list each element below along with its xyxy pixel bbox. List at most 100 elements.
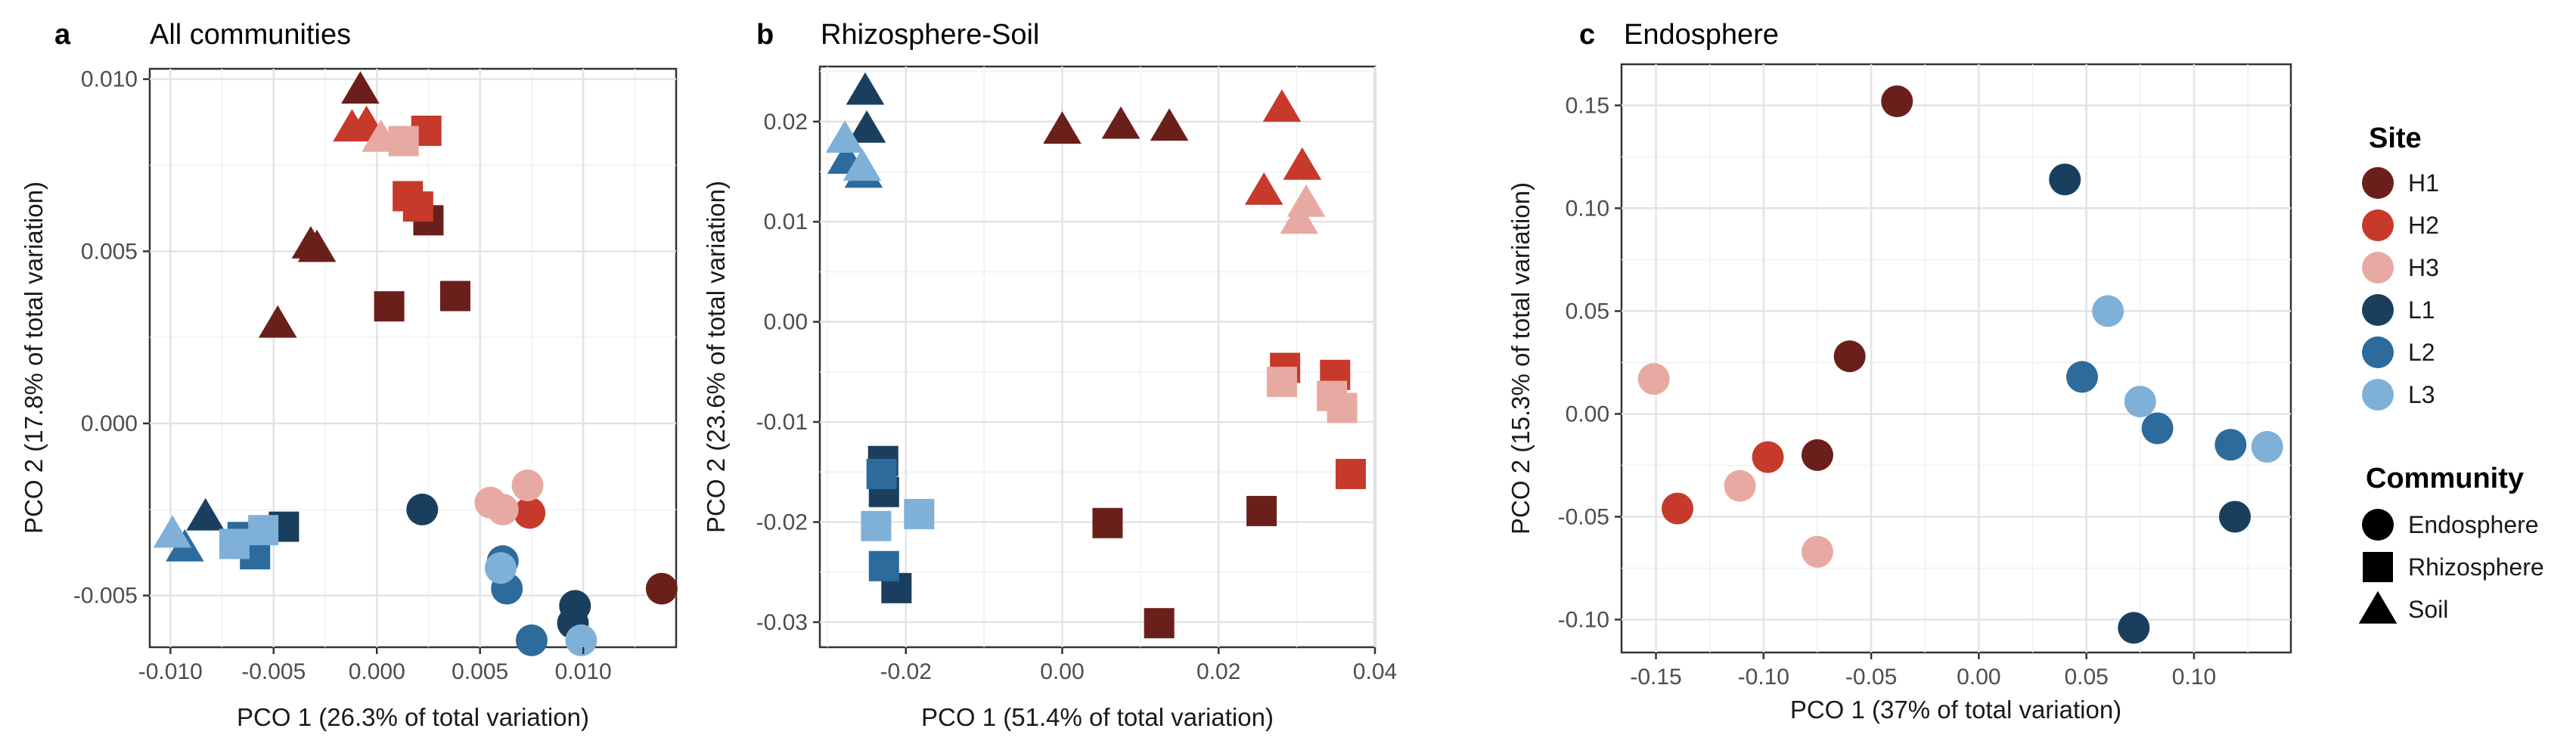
data-point-l3-rhizosphere	[219, 528, 250, 559]
data-point-l2-endosphere	[2065, 361, 2098, 393]
panel-b-letter: b	[756, 19, 774, 51]
panel-b-y-axis-label: PCO 2 (23.6% of total variation)	[702, 181, 730, 533]
data-point-l1-soil	[847, 110, 886, 143]
panel-c-y-axis-label: PCO 2 (15.3% of total variation)	[1507, 182, 1535, 535]
data-point-h2-endosphere	[514, 497, 546, 529]
panel-a-letter: a	[54, 19, 71, 51]
data-point-h1-rhizosphere	[1144, 608, 1175, 639]
data-point-h1-soil	[1043, 111, 1082, 144]
y-tick-label: -0.01	[756, 410, 808, 435]
data-point-h3-rhizosphere	[1327, 392, 1358, 423]
panel-a-x-ticks: -0.010 -0.005 0.000 0.005 0.010	[138, 647, 612, 684]
data-point-l3-rhizosphere	[904, 498, 935, 529]
x-tick-label: -0.005	[241, 659, 306, 684]
y-tick-label: 0.00	[1566, 401, 1609, 426]
data-point-h2-soil	[1262, 89, 1302, 122]
y-tick-label: -0.10	[1558, 607, 1609, 632]
panel-a-points	[153, 71, 678, 656]
data-point-l3-endosphere	[2124, 386, 2156, 418]
data-point-h1-endosphere	[1833, 340, 1866, 373]
panel-a: a All communities -0.010 -0.005 0.000 0.005…	[20, 19, 678, 731]
y-tick-label: 0.15	[1566, 93, 1609, 118]
legend-label-h3: H3	[2408, 254, 2439, 281]
data-point-h2-rhizosphere	[402, 191, 433, 222]
x-tick-label: -0.15	[1630, 665, 1681, 690]
data-point-l1-soil	[186, 497, 225, 531]
legend-shape-soil	[2358, 590, 2398, 624]
y-tick-label: 0.00	[764, 310, 808, 335]
data-point-h3-endosphere	[1637, 363, 1670, 395]
data-point-l2-endosphere	[515, 624, 548, 656]
data-point-l1-endosphere	[2118, 612, 2150, 644]
data-point-h1-soil	[341, 71, 380, 104]
panel-c-letter: c	[1579, 19, 1595, 51]
data-point-h3-endosphere	[1801, 535, 1833, 568]
data-point-h2-soil	[1283, 147, 1322, 180]
data-point-l3-endosphere	[485, 552, 517, 584]
legend-community-title: Community	[2366, 463, 2524, 494]
data-point-h3-endosphere	[511, 469, 544, 501]
data-point-h1-soil	[1101, 106, 1141, 139]
data-point-l1-endosphere	[2049, 163, 2081, 196]
panel-b: b Rhizosphere-Soil -0.02 0.00 0.02 0.04 -0.…	[702, 19, 1397, 731]
panel-b-x-axis-label: PCO 1 (51.4% of total variation)	[921, 703, 1274, 731]
legend: Site H1 H2 H3 L1 L2 L3 Community Endosphere Rh…	[2358, 122, 2544, 624]
data-point-l2-rhizosphere	[866, 458, 897, 489]
legend-shape-endosphere	[2362, 509, 2394, 541]
legend-label-l3: L3	[2408, 381, 2435, 408]
data-point-l3-soil	[825, 120, 864, 153]
data-point-h1-rhizosphere	[1246, 495, 1277, 526]
x-tick-label: 0.00	[1040, 659, 1084, 684]
panel-c-points	[1637, 85, 2283, 644]
x-tick-label: 0.00	[1957, 665, 2000, 690]
legend-label-l2: L2	[2408, 339, 2435, 366]
data-point-l3-rhizosphere	[248, 515, 279, 546]
legend-label-endosphere: Endosphere	[2408, 511, 2539, 538]
x-tick-label: 0.010	[555, 659, 612, 684]
legend-swatch-h2	[2362, 209, 2394, 241]
data-point-h1-endosphere	[1801, 439, 1833, 471]
panel-c-y-ticks: -0.10 -0.05 0.00 0.05 0.10 0.15	[1558, 93, 1622, 632]
y-tick-label: 0.10	[1566, 196, 1609, 221]
data-point-h1-endosphere	[645, 572, 678, 605]
panel-b-y-ticks: -0.03 -0.02 -0.01 0.00 0.01 0.02	[756, 110, 820, 635]
data-point-h2-soil	[333, 109, 371, 142]
data-point-h3-endosphere	[1724, 470, 1756, 502]
legend-label-l1: L1	[2408, 296, 2435, 324]
y-tick-label: -0.03	[756, 610, 808, 635]
y-tick-label: 0.005	[81, 239, 138, 264]
data-point-l3-endosphere	[2251, 430, 2283, 463]
panel-c: c Endosphere -0.15 -0.10 -0.05 0.00 0.05 0.10…	[1507, 19, 2292, 724]
legend-site-title: Site	[2369, 122, 2422, 154]
data-point-h1-soil	[297, 229, 337, 262]
panel-a-title: All communities	[150, 19, 351, 51]
legend-swatch-l1	[2362, 294, 2394, 326]
legend-sites: H1 H2 H3 L1 L2 L3	[2362, 167, 2439, 411]
x-tick-label: 0.05	[2064, 665, 2108, 690]
panel-c-x-axis-label: PCO 1 (37% of total variation)	[1790, 696, 2121, 724]
y-tick-label: 0.010	[81, 67, 138, 92]
legend-label-h2: H2	[2408, 212, 2439, 239]
panel-b-title: Rhizosphere-Soil	[821, 19, 1039, 51]
data-point-l1-endosphere	[2219, 501, 2252, 533]
data-point-l2-endosphere	[2214, 429, 2247, 461]
legend-swatch-h1	[2362, 167, 2394, 199]
panel-c-x-ticks: -0.15 -0.10 -0.05 0.00 0.05 0.10	[1630, 652, 2216, 690]
legend-communities: Endosphere Rhizosphere Soil	[2358, 509, 2544, 624]
panel-c-title: Endosphere	[1624, 19, 1779, 51]
panel-a-y-axis-label: PCO 2 (17.8% of total variation)	[20, 181, 48, 534]
data-point-h1-rhizosphere	[374, 291, 405, 322]
y-tick-label: -0.02	[756, 510, 808, 535]
y-tick-label: 0.01	[764, 209, 808, 234]
y-tick-label: 0.02	[764, 110, 808, 135]
legend-swatch-l3	[2362, 379, 2394, 411]
legend-swatch-h3	[2362, 252, 2394, 284]
x-tick-label: 0.000	[349, 659, 405, 684]
legend-swatch-l2	[2362, 336, 2394, 368]
data-point-l3-soil	[153, 515, 192, 548]
panel-b-x-ticks: -0.02 0.00 0.02 0.04	[880, 647, 1397, 684]
panel-a-x-axis-label: PCO 1 (26.3% of total variation)	[237, 703, 589, 731]
data-point-l2-rhizosphere	[868, 550, 899, 581]
y-tick-label: 0.05	[1566, 299, 1609, 324]
